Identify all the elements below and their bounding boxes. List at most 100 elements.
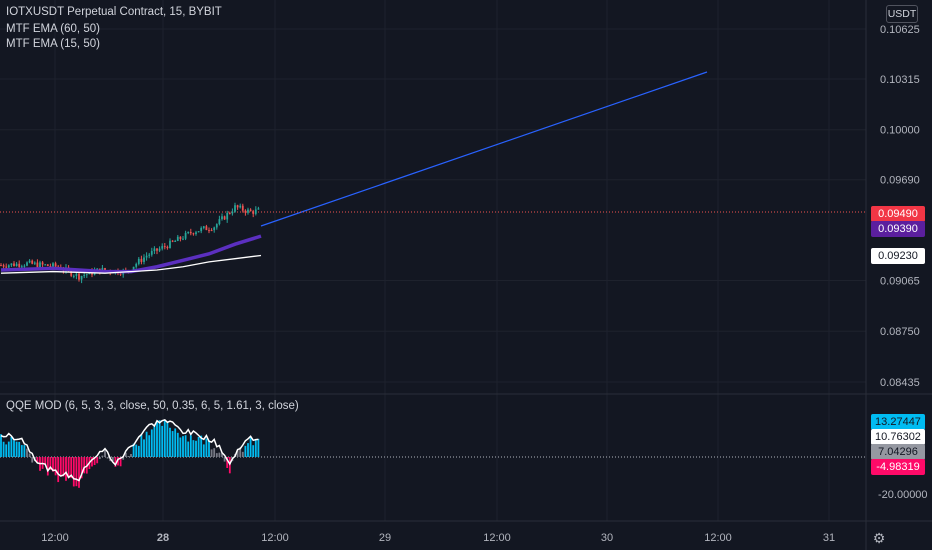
- price-tick-label: 0.08750: [880, 326, 920, 338]
- ema-slow-price-label: 0.09390: [871, 221, 925, 237]
- candle-body: [166, 246, 169, 249]
- qqe-histogram-bar: [223, 457, 226, 462]
- qqe-histogram-bar: [10, 436, 13, 457]
- candle-body: [135, 263, 138, 267]
- qqe-histogram-bar: [31, 457, 34, 463]
- candle-body: [39, 262, 41, 268]
- qqe-histogram-bar: [65, 457, 67, 481]
- qqe-histogram-bar: [189, 435, 192, 457]
- candle-body: [26, 262, 28, 266]
- qqe-histogram-bar: [221, 452, 223, 457]
- candle-body: [132, 266, 135, 271]
- qqe-value-label-1: 13.27447: [871, 414, 925, 430]
- time-tick-label: 29: [379, 532, 391, 544]
- candle-body: [158, 248, 161, 251]
- qqe-histogram-bar: [117, 457, 119, 466]
- qqe-histogram-bar: [28, 453, 31, 457]
- qqe-histogram-bar: [36, 457, 39, 464]
- candle-body: [171, 240, 174, 242]
- qqe-histogram-bar: [257, 438, 260, 457]
- candle-body: [197, 231, 200, 233]
- candle-body: [7, 265, 10, 268]
- qqe-histogram-bar: [13, 440, 15, 457]
- candle-body: [174, 240, 177, 242]
- qqe-histogram-bar: [91, 457, 93, 467]
- candle-body: [241, 205, 244, 211]
- qqe-histogram-bar: [54, 457, 57, 476]
- qqe-histogram-bar: [132, 443, 135, 457]
- candle-body: [23, 265, 26, 267]
- candle-body: [119, 273, 122, 275]
- candle-body: [156, 248, 158, 251]
- qqe-histogram-bar: [127, 455, 130, 457]
- candle-body: [195, 232, 197, 234]
- qqe-histogram-bar: [75, 457, 78, 487]
- qqe-histogram-bar: [119, 457, 122, 467]
- candle-body: [49, 265, 52, 267]
- symbol-title[interactable]: IOTXUSDT Perpetual Contract, 15, BYBIT: [6, 6, 222, 18]
- qqe-histogram-bar: [96, 457, 99, 464]
- price-tick-label: 0.10315: [880, 74, 920, 86]
- candle-body: [140, 258, 143, 262]
- qqe-line: [0, 419, 259, 482]
- gear-icon[interactable]: ⚙: [872, 530, 886, 546]
- candle-body: [145, 255, 148, 258]
- qqe-histogram-bar: [226, 457, 229, 468]
- qqe-histogram-bar: [62, 457, 65, 477]
- time-tick-label: 30: [601, 532, 613, 544]
- candle-body: [176, 236, 179, 241]
- candle-body: [200, 227, 203, 232]
- candle-body: [83, 275, 86, 277]
- trendline: [260, 71, 708, 227]
- candle-body: [205, 226, 208, 231]
- qqe-histogram-bar: [23, 445, 26, 457]
- qqe-histogram-bar: [213, 448, 216, 457]
- candle-body: [36, 262, 39, 268]
- qqe-histogram-bar: [236, 449, 239, 457]
- candle-body: [52, 263, 54, 267]
- time-tick-label: 28: [157, 532, 169, 544]
- candle-body: [143, 257, 145, 262]
- qqe-histogram-bar: [124, 452, 127, 457]
- qqe-value-label-3: 7.04296: [871, 444, 925, 460]
- qqe-histogram-bar: [163, 420, 166, 457]
- candle-body: [44, 264, 47, 266]
- qqe-histogram-bar: [137, 445, 140, 457]
- qqe-histogram-bar: [249, 437, 252, 457]
- candle-body: [189, 231, 192, 234]
- qqe-histogram-bar: [104, 448, 106, 457]
- candle-body: [5, 266, 8, 268]
- qqe-histogram-bar: [174, 428, 177, 457]
- candle-body: [161, 246, 164, 249]
- qqe-histogram-bar: [7, 441, 10, 457]
- qqe-histogram-bar: [46, 457, 49, 476]
- time-tick-label: 12:00: [261, 532, 289, 544]
- candle-body: [179, 236, 182, 240]
- qqe-histogram-bar: [140, 434, 143, 457]
- qqe-histogram-bar: [18, 441, 21, 457]
- candle-body: [257, 208, 260, 210]
- indicator-legend-mtf-ema-60[interactable]: MTF EMA (60, 50): [6, 23, 100, 35]
- qqe-histogram-bar: [148, 435, 151, 457]
- candle-body: [13, 263, 15, 267]
- qqe-histogram-bar: [145, 431, 148, 457]
- qqe-histogram-bar: [114, 457, 117, 467]
- time-tick-label: 12:00: [41, 532, 69, 544]
- candle-body: [236, 205, 239, 208]
- currency-unit-button[interactable]: USDT: [886, 5, 918, 23]
- candle-body: [0, 265, 2, 267]
- indicator-legend-qqe[interactable]: QQE MOD (6, 5, 3, 3, close, 50, 0.35, 6,…: [6, 400, 299, 412]
- candle-body: [41, 262, 44, 265]
- candle-body: [78, 273, 80, 280]
- candle-body: [148, 254, 151, 256]
- candle-body: [239, 205, 242, 208]
- qqe-histogram-bar: [239, 447, 242, 457]
- candle-body: [213, 227, 216, 231]
- candle-body: [192, 233, 195, 235]
- candle-body: [80, 275, 83, 280]
- candle-body: [46, 264, 49, 266]
- price-tick-label: 0.08435: [880, 377, 920, 389]
- indicator-legend-mtf-ema-15[interactable]: MTF EMA (15, 50): [6, 38, 100, 50]
- price-tick-label: 0.10000: [880, 125, 920, 137]
